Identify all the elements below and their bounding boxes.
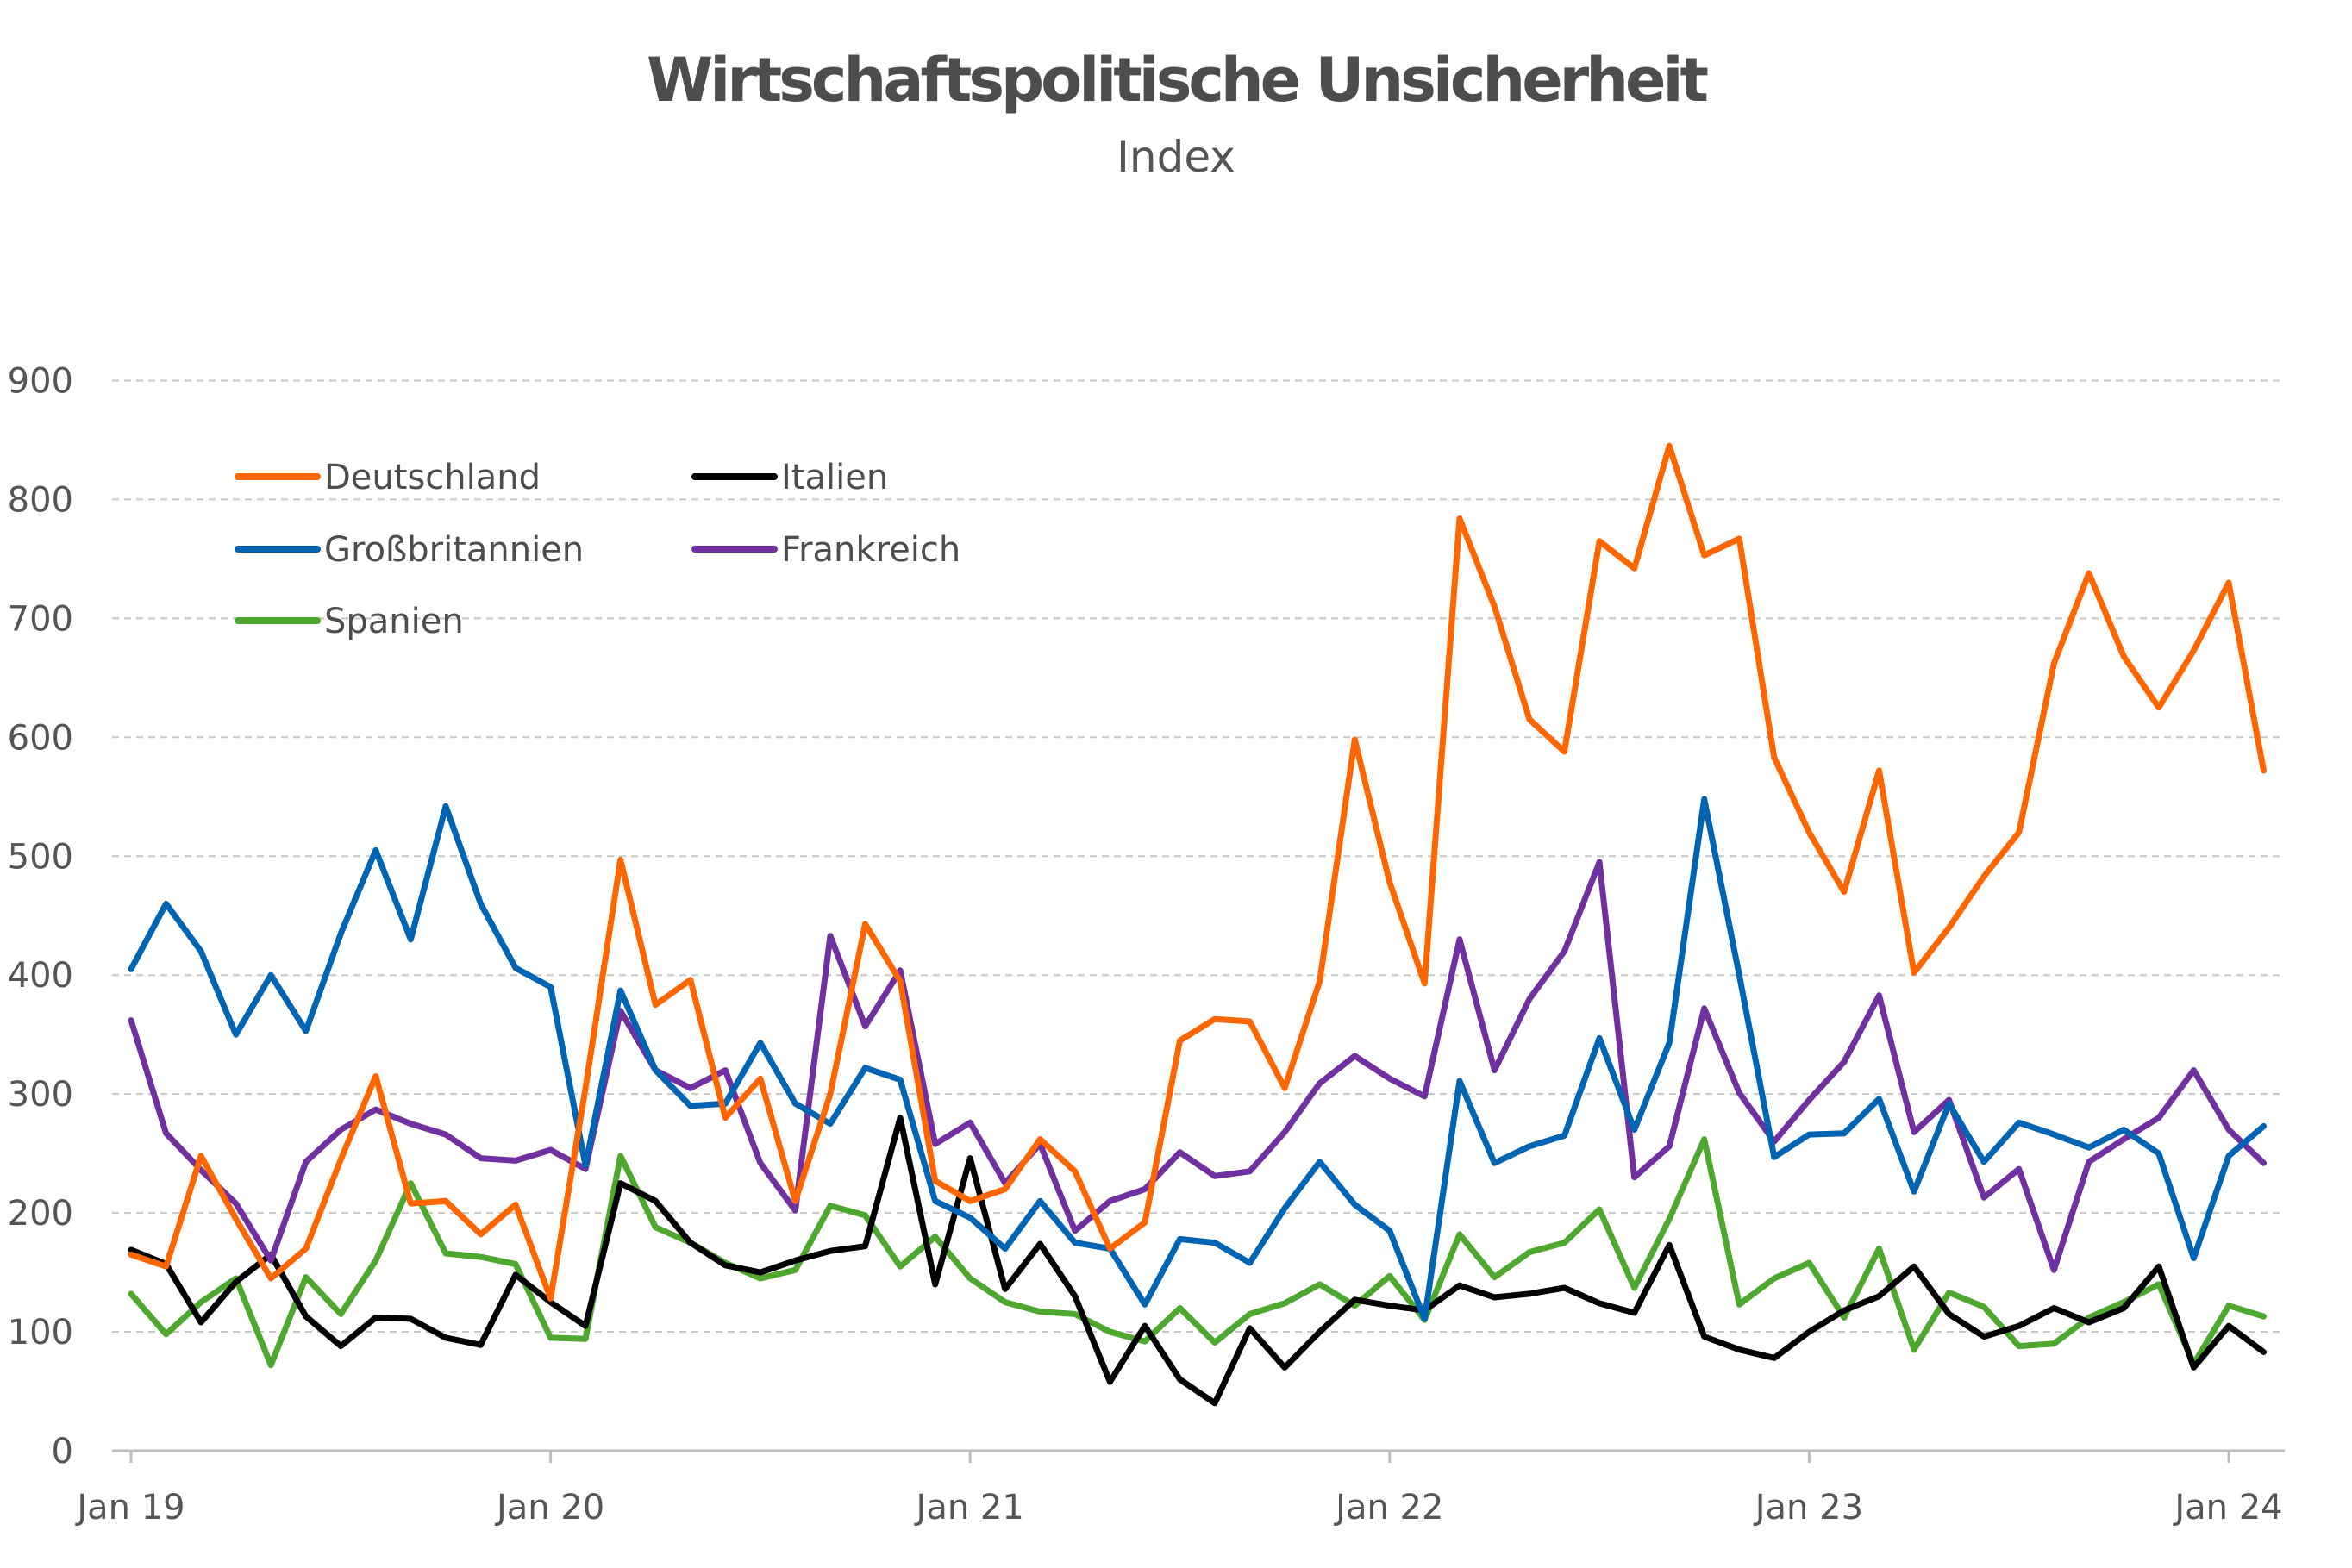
- legend-label: Deutschland: [324, 458, 541, 497]
- y-tick-label: 300: [8, 1075, 73, 1115]
- legend-label: Frankreich: [781, 530, 960, 570]
- y-tick-label: 600: [8, 718, 73, 758]
- y-tick-label: 700: [8, 599, 73, 639]
- axes: 0 100 200 300 400 500 600 700 800 900 Jan 19 Jan 20…: [8, 361, 2285, 1527]
- x-tick-label: Jan 21: [914, 1488, 1024, 1527]
- series-line-großbritannien: [128, 796, 2267, 1322]
- legend-label: Italien: [781, 458, 888, 497]
- series-line-frankreich: [128, 859, 2267, 1273]
- x-tick-label: Jan 19: [74, 1488, 185, 1527]
- chart-title: Wirtschaftspolitische Unsicherheit: [647, 45, 1709, 116]
- legend: Deutschland Italien Großbritannien Frankrei…: [235, 458, 960, 641]
- gridlines: [112, 379, 2285, 1334]
- y-tick-label: 400: [8, 956, 73, 996]
- y-tick-label: 0: [52, 1432, 73, 1471]
- series-line-spanien: [128, 1136, 2267, 1369]
- series-line-deutschland: [128, 442, 2267, 1302]
- series-lines: [128, 442, 2267, 1407]
- y-tick-label: 800: [8, 480, 73, 520]
- legend-label: Spanien: [324, 602, 464, 641]
- y-tick-label: 900: [8, 361, 73, 401]
- legend-label: Großbritannien: [324, 530, 584, 570]
- series-line-italien: [128, 1115, 2267, 1407]
- y-tick-label: 500: [8, 837, 73, 877]
- x-tick-label: Jan 23: [1753, 1488, 1863, 1527]
- y-tick-label: 100: [8, 1313, 73, 1352]
- x-tick-label: Jan 22: [1333, 1488, 1443, 1527]
- chart-subtitle: Index: [1117, 132, 1235, 182]
- x-tick-label: Jan 20: [494, 1488, 604, 1527]
- y-tick-label: 200: [8, 1194, 73, 1234]
- x-tick-label: Jan 24: [2172, 1488, 2282, 1527]
